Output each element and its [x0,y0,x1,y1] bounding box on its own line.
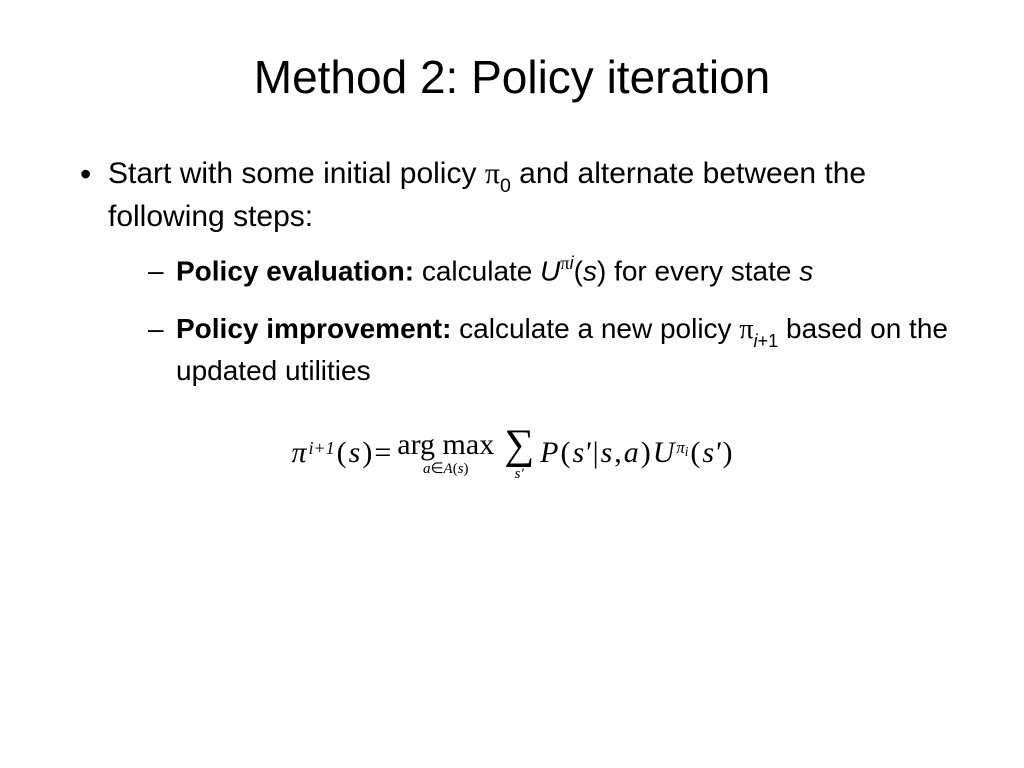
eq-U-open: ( [690,436,700,470]
eq-s2: s [601,436,613,470]
equation: πi+1(s) = arg max a∈A(s) ∑ s' P(s'| s, a… [60,424,964,482]
eq-close1: ) [362,436,372,470]
argmax-text: arg max [397,430,494,460]
sub1-label: Policy evaluation: [176,256,414,287]
eq-open1: ( [337,436,347,470]
eq-U-sup: πi [676,438,688,458]
eq-bar: | [593,436,599,470]
bullet-text-before: Start with some initial policy [108,157,485,190]
sub2-label: Policy improvement: [176,313,451,344]
u-close: ) [597,256,606,287]
u-open: ( [574,256,583,287]
argmax-block: arg max a∈A(s) [397,430,494,477]
sub1-text-after: for every state [606,256,799,287]
sub2-pi-sub-i: i [753,331,757,351]
u-arg-s: s [583,256,597,287]
pi-symbol: π [485,157,500,190]
trailing-s: s [799,256,813,287]
sub1-text-before: calculate [414,256,540,287]
bullet-item-1: Start with some initial policy π0 and al… [80,154,964,389]
sub-item-2: Policy improvement: calculate a new poli… [148,310,964,389]
u-sup-i: i [570,253,574,273]
argmax-sub: a∈A(s) [423,462,469,477]
sub2-pi-sub-plus1: +1 [758,331,779,351]
eq-sup-i1: i+1 [309,438,335,459]
eq-P-close: ) [641,436,651,470]
sub-item-1: Policy evaluation: calculate Uπi(s) for … [148,252,964,290]
eq-a: a [624,436,639,470]
eq-U-arg: s' [702,436,720,470]
u-sup-pi: π [560,253,569,273]
sub2-pi: π [739,314,753,345]
eq-U: U [653,436,675,470]
pi-subscript: 0 [500,175,511,197]
slide-container: Method 2: Policy iteration Start with so… [0,0,1024,522]
eq-P-open: ( [560,436,570,470]
eq-equals: = [374,436,391,470]
eq-sprime: s' [572,436,590,470]
sub-bullet-list: Policy evaluation: calculate Uπi(s) for … [108,252,964,389]
sum-sign: ∑ [504,424,534,466]
sub2-text-before: calculate a new policy [451,313,739,344]
sum-block: ∑ s' [504,424,534,482]
slide-title: Method 2: Policy iteration [60,50,964,104]
sum-sub: s' [515,467,524,482]
eq-P: P [540,436,558,470]
main-bullet-list: Start with some initial policy π0 and al… [60,154,964,389]
eq-U-close: ) [723,436,733,470]
eq-pi: π [291,436,306,470]
eq-s1: s [349,436,361,470]
eq-comma: , [614,436,622,470]
u-symbol: U [540,256,560,287]
